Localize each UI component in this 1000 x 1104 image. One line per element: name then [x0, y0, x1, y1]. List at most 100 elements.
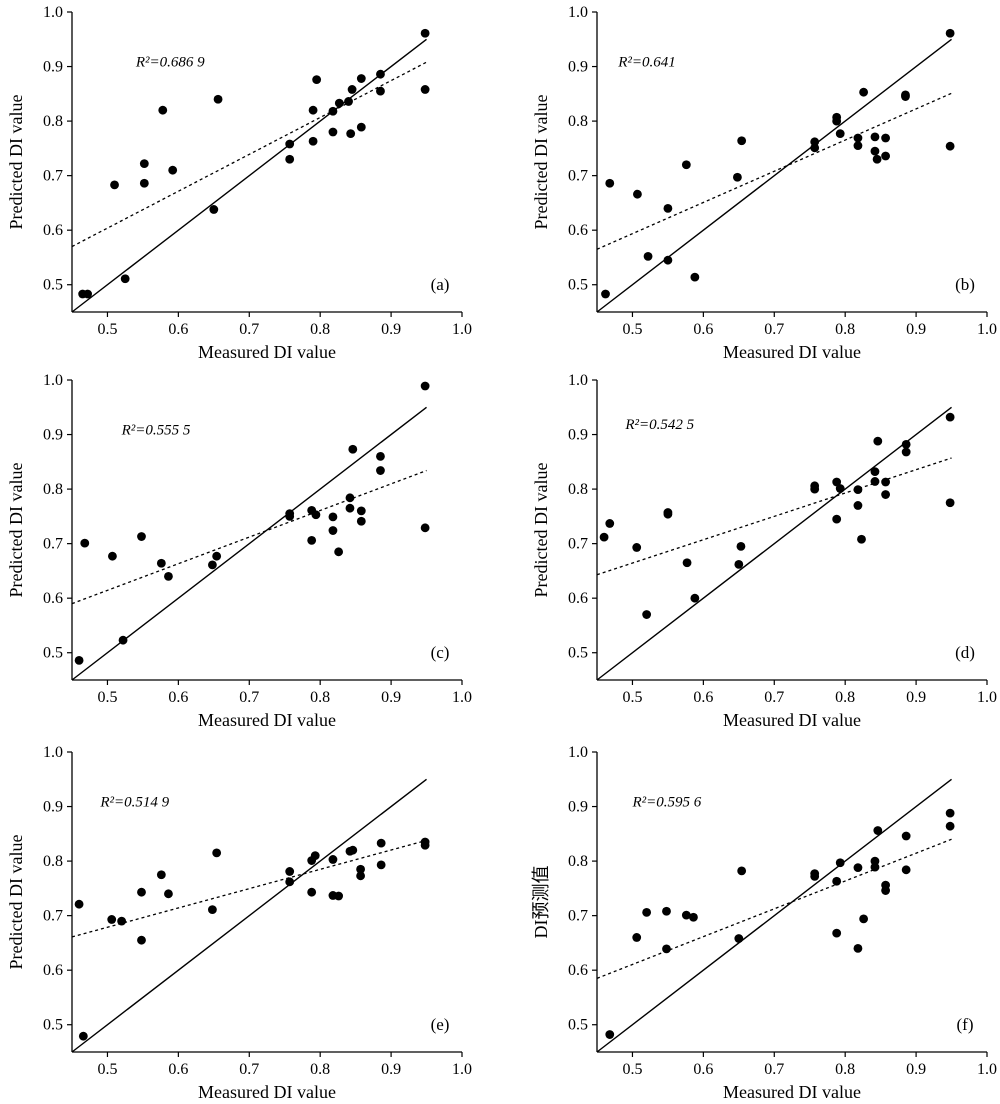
x-axis-title: Measured DI value: [198, 1082, 336, 1102]
y-axis-title: Predicted DI value: [6, 95, 26, 230]
data-point: [853, 501, 863, 510]
data-point: [120, 274, 130, 284]
data-point: [734, 559, 744, 569]
y-tick-label: 0.8: [568, 113, 588, 130]
data-point: [736, 541, 746, 551]
chart-panel-5: 0.5 0.6 0.7 0.8 0.9 1.0 0.5 0.6 0.7 0.8 0.9 1.0 Meas…: [6, 744, 472, 1102]
data-point: [168, 165, 178, 175]
data-point: [376, 860, 386, 870]
data-point: [334, 98, 344, 108]
data-point: [633, 189, 642, 199]
identity-line: [596, 406, 952, 681]
data-point: [137, 935, 146, 945]
data-point: [420, 381, 430, 391]
x-tick-label: 0.8: [310, 1061, 330, 1078]
data-point: [945, 498, 955, 508]
data-point: [737, 136, 747, 146]
data-point: [810, 484, 820, 494]
data-point: [348, 444, 358, 454]
r-squared-label: R²=0.686 9: [135, 55, 205, 71]
x-tick-label: 0.8: [835, 1061, 855, 1078]
data-point: [901, 865, 911, 875]
data-point: [835, 858, 845, 868]
data-point: [285, 877, 295, 887]
data-point: [356, 516, 366, 526]
x-tick-label: 0.7: [764, 321, 784, 338]
y-axis-title: Predicted DI value: [531, 95, 551, 230]
data-point: [83, 289, 92, 299]
x-tick-label: 0.7: [239, 689, 259, 706]
data-point: [689, 912, 698, 922]
data-point: [945, 412, 955, 422]
data-point: [117, 916, 127, 926]
r-squared-label: R²=0.641: [617, 55, 676, 71]
data-point: [857, 534, 866, 544]
x-tick-label: 0.8: [310, 689, 330, 706]
data-point: [308, 105, 318, 115]
chart-panel-1: 0.5 0.6 0.7 0.8 0.9 1.0 0.5 0.6 0.7 0.8 0.9 1.0 Meas…: [6, 4, 472, 362]
y-tick-label: 0.5: [568, 277, 588, 294]
data-point: [737, 866, 747, 876]
chart-panel-3: 0.5 0.6 0.7 0.8 0.9 1.0 0.5 0.6 0.7 0.8 0.9 1.0 Meas…: [6, 372, 472, 730]
data-point: [345, 503, 355, 513]
data-point: [832, 514, 842, 524]
x-tick-label: 0.9: [381, 689, 401, 706]
x-tick-label: 0.5: [97, 689, 117, 706]
x-tick-label: 0.9: [381, 321, 401, 338]
data-point: [605, 178, 615, 188]
identity-line: [596, 778, 952, 1053]
fit-line: [71, 469, 427, 605]
identity-line: [71, 406, 427, 681]
data-point: [642, 610, 652, 619]
y-tick-label: 0.6: [43, 962, 63, 979]
x-axis-title: Measured DI value: [723, 1082, 861, 1102]
data-point: [832, 876, 842, 886]
data-point: [870, 477, 880, 486]
data-point: [312, 75, 322, 85]
x-tick-label: 0.9: [906, 321, 926, 338]
data-point: [859, 87, 869, 97]
x-tick-label: 0.7: [239, 1061, 259, 1078]
panel-label: (f): [957, 1015, 974, 1034]
chart-panel-2: 0.5 0.6 0.7 0.8 0.9 1.0 0.5 0.6 0.7 0.8 0.9 1.0 Meas…: [531, 4, 997, 362]
panel-label: (c): [431, 643, 450, 662]
y-tick-label: 0.8: [43, 113, 63, 130]
data-point: [137, 532, 146, 541]
x-tick-label: 0.6: [693, 1061, 713, 1078]
y-tick-label: 0.7: [568, 168, 588, 185]
data-point: [832, 116, 842, 126]
x-tick-label: 0.8: [835, 321, 855, 338]
data-point: [328, 127, 338, 137]
fit-line: [596, 838, 952, 979]
data-point: [420, 523, 430, 533]
y-tick-label: 0.5: [43, 277, 63, 294]
x-tick-label: 1.0: [977, 321, 997, 338]
y-axis-title: DI预测值: [531, 866, 551, 939]
chart-panel-6: 0.5 0.6 0.7 0.8 0.9 1.0 0.5 0.6 0.7 0.8 0.9 1.0 Meas…: [531, 744, 997, 1102]
data-point: [901, 92, 910, 101]
data-point: [208, 560, 217, 570]
data-point: [420, 85, 430, 94]
y-tick-label: 0.8: [43, 481, 63, 498]
y-axis-title: Predicted DI value: [531, 463, 551, 598]
data-point: [376, 466, 385, 475]
data-point: [78, 1031, 88, 1041]
identity-line: [71, 778, 427, 1053]
data-point: [310, 851, 320, 861]
panel-label: (a): [431, 275, 450, 294]
data-point: [662, 906, 671, 916]
x-tick-label: 1.0: [452, 689, 472, 706]
y-tick-label: 0.9: [43, 427, 63, 444]
y-tick-label: 0.5: [568, 645, 588, 662]
identity-line: [71, 38, 427, 313]
data-point: [80, 538, 90, 548]
data-point: [376, 86, 385, 96]
data-point: [901, 831, 911, 841]
y-tick-label: 0.7: [43, 536, 63, 553]
data-point: [356, 871, 365, 881]
data-point: [344, 97, 353, 106]
y-tick-label: 0.7: [43, 908, 63, 925]
panel-label: (b): [955, 275, 975, 294]
x-tick-label: 0.5: [622, 689, 642, 706]
data-point: [663, 203, 673, 213]
